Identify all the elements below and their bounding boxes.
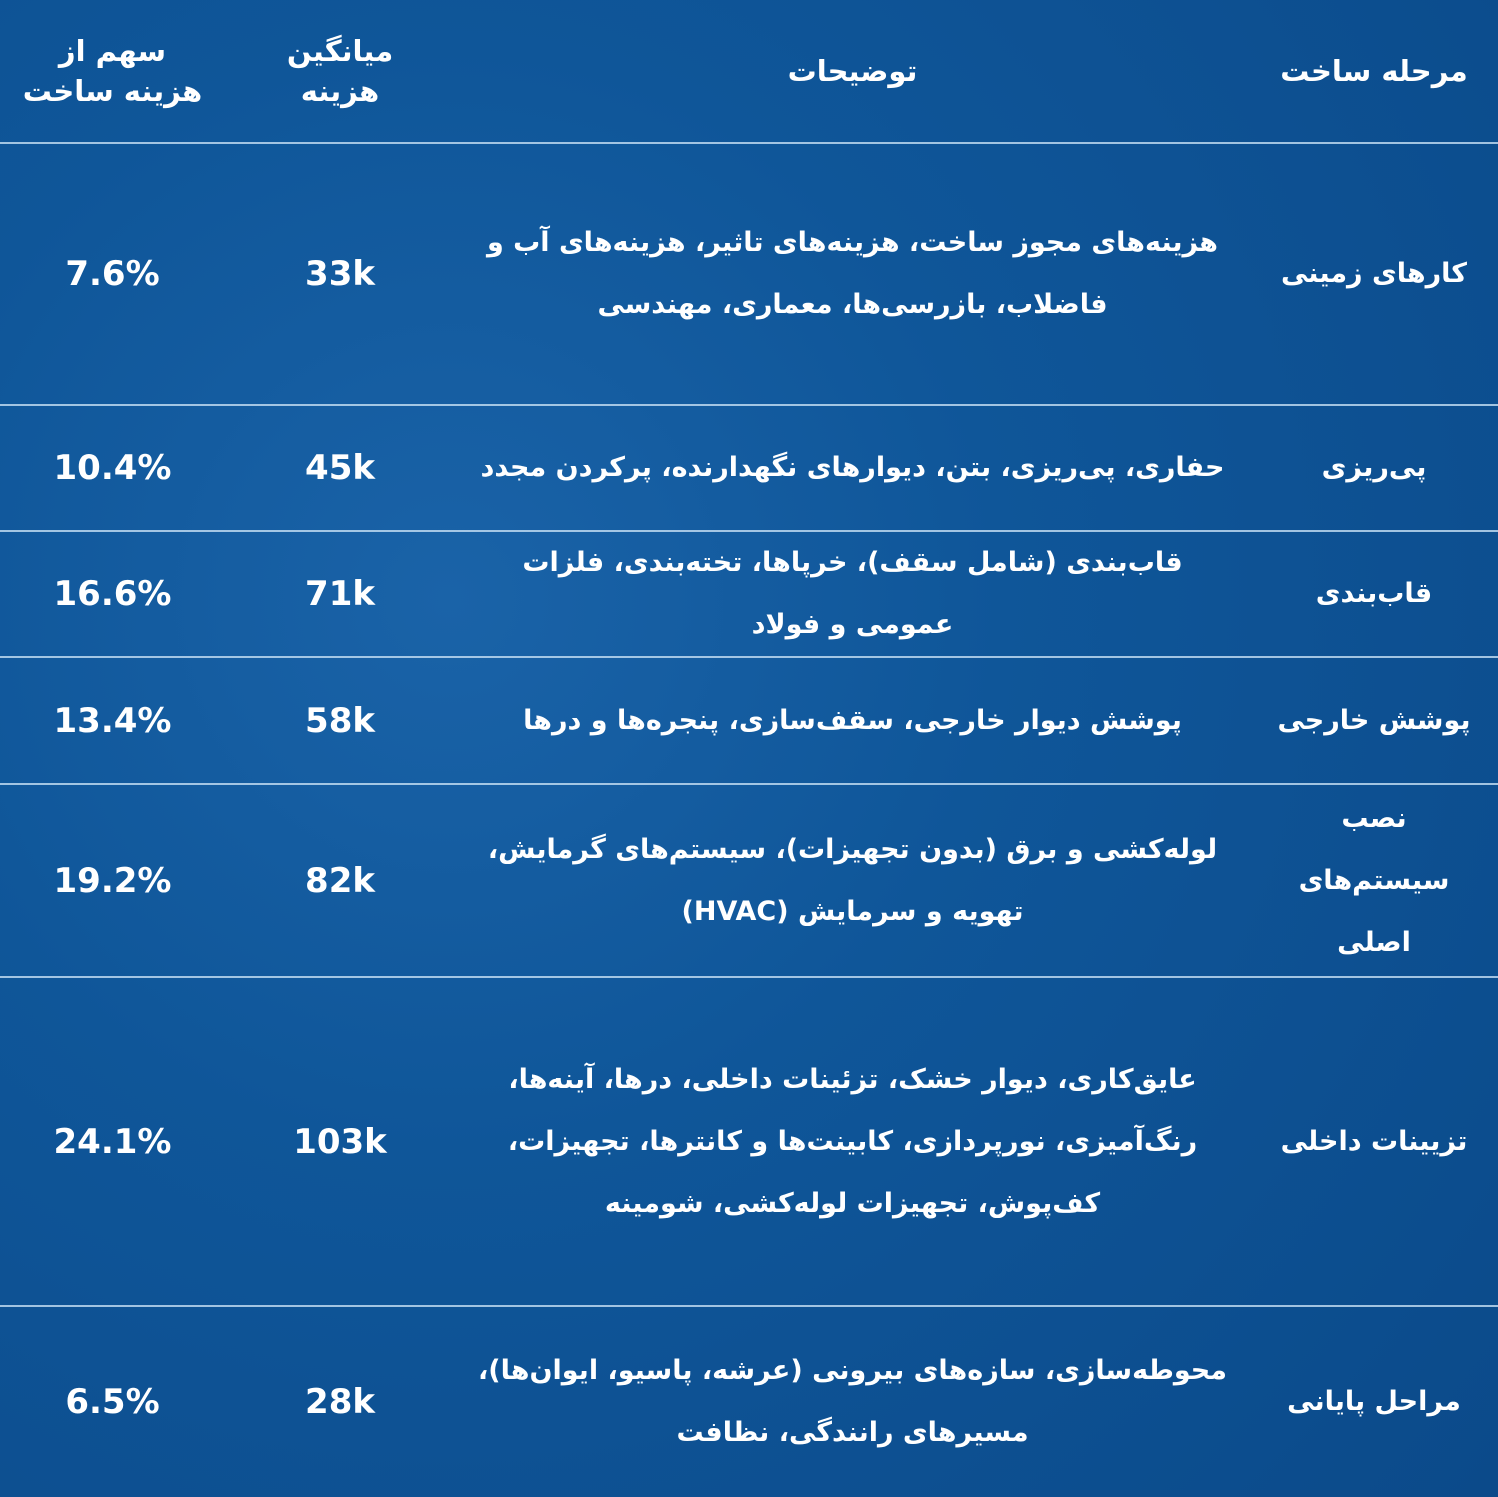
header-cell: مرحله ساخت	[1250, 0, 1498, 144]
description-cell: محوطه‌سازی، سازه‌های بیرونی (عرشه، پاسیو…	[478, 1355, 1227, 1448]
value-cell: 16.6%	[0, 531, 225, 658]
description-cell: پوشش دیوار خارجی، سقف‌سازی، پنجره‌ها و د…	[455, 657, 1250, 785]
stage-cell: پی‌ریزی	[1250, 405, 1498, 532]
stage-cell: کارهای زمینی	[1250, 143, 1498, 406]
description-cell: عایق‌کاری، دیوار خشک، تزئینات داخلی، دره…	[455, 977, 1250, 1307]
table-row: مراحل پایانی محوطه‌سازی، سازه‌های بیرونی …	[0, 1306, 1498, 1497]
value-cell: 6.5%	[65, 1382, 160, 1422]
value-cell: 45k	[225, 405, 455, 532]
header-cell: سهم از هزینه ساخت	[0, 0, 225, 144]
description-cell: هزینه‌های مجوز ساخت، هزینه‌های تاثیر، هز…	[455, 143, 1250, 406]
description-cell: حفاری، پی‌ریزی، بتن، دیوارهای نگهدارنده،…	[455, 405, 1250, 532]
value-cell: 71k	[225, 531, 455, 658]
value-cell: 33k	[225, 143, 455, 406]
description-cell: لوله‌کشی و برق (بدون تجهیزات)، سیستم‌های…	[455, 784, 1250, 978]
value-cell: 19.2%	[0, 784, 225, 978]
table-row: نصب سیستم‌های اصلی لوله‌کشی و برق (بدون ت…	[0, 784, 1498, 978]
table-row: تزیینات داخلی عایق‌کاری، دیوار خشک، تزئین…	[0, 977, 1498, 1307]
value-cell: 7.6%	[0, 143, 225, 406]
stage-cell: نصب سیستم‌های اصلی	[1250, 784, 1498, 978]
stage-cell: تزیینات داخلی	[1250, 977, 1498, 1307]
header-row: مرحله ساخت توضیحات میانگین هزینه سهم از هزی…	[0, 0, 1498, 144]
header-cell: میانگین هزینه	[225, 0, 455, 144]
value-cell: 13.4%	[0, 657, 225, 785]
description-cell: قاب‌بندی (شامل سقف)، خرپاها، تخته‌بندی، …	[455, 531, 1250, 658]
header-cell: توضیحات	[455, 0, 1250, 144]
value-cell: 103k	[225, 977, 455, 1307]
value-cell: 10.4%	[0, 405, 225, 532]
stage-cell: مراحل پایانی	[1287, 1386, 1461, 1417]
value-cell: 58k	[225, 657, 455, 785]
table-row: پوشش خارجی پوشش دیوار خارجی، سقف‌سازی، پن…	[0, 657, 1498, 785]
value-cell: 82k	[225, 784, 455, 978]
stage-cell: قاب‌بندی	[1250, 531, 1498, 658]
value-cell: 28k	[305, 1382, 375, 1422]
value-cell: 24.1%	[0, 977, 225, 1307]
table-row: کارهای زمینی هزینه‌های مجوز ساخت، هزینه‌ه…	[0, 143, 1498, 406]
table-row: قاب‌بندی قاب‌بندی (شامل سقف)، خرپاها، تخت…	[0, 531, 1498, 658]
stage-cell: پوشش خارجی	[1250, 657, 1498, 785]
table-row: پی‌ریزی حفاری، پی‌ریزی، بتن، دیوارهای نگه…	[0, 405, 1498, 532]
